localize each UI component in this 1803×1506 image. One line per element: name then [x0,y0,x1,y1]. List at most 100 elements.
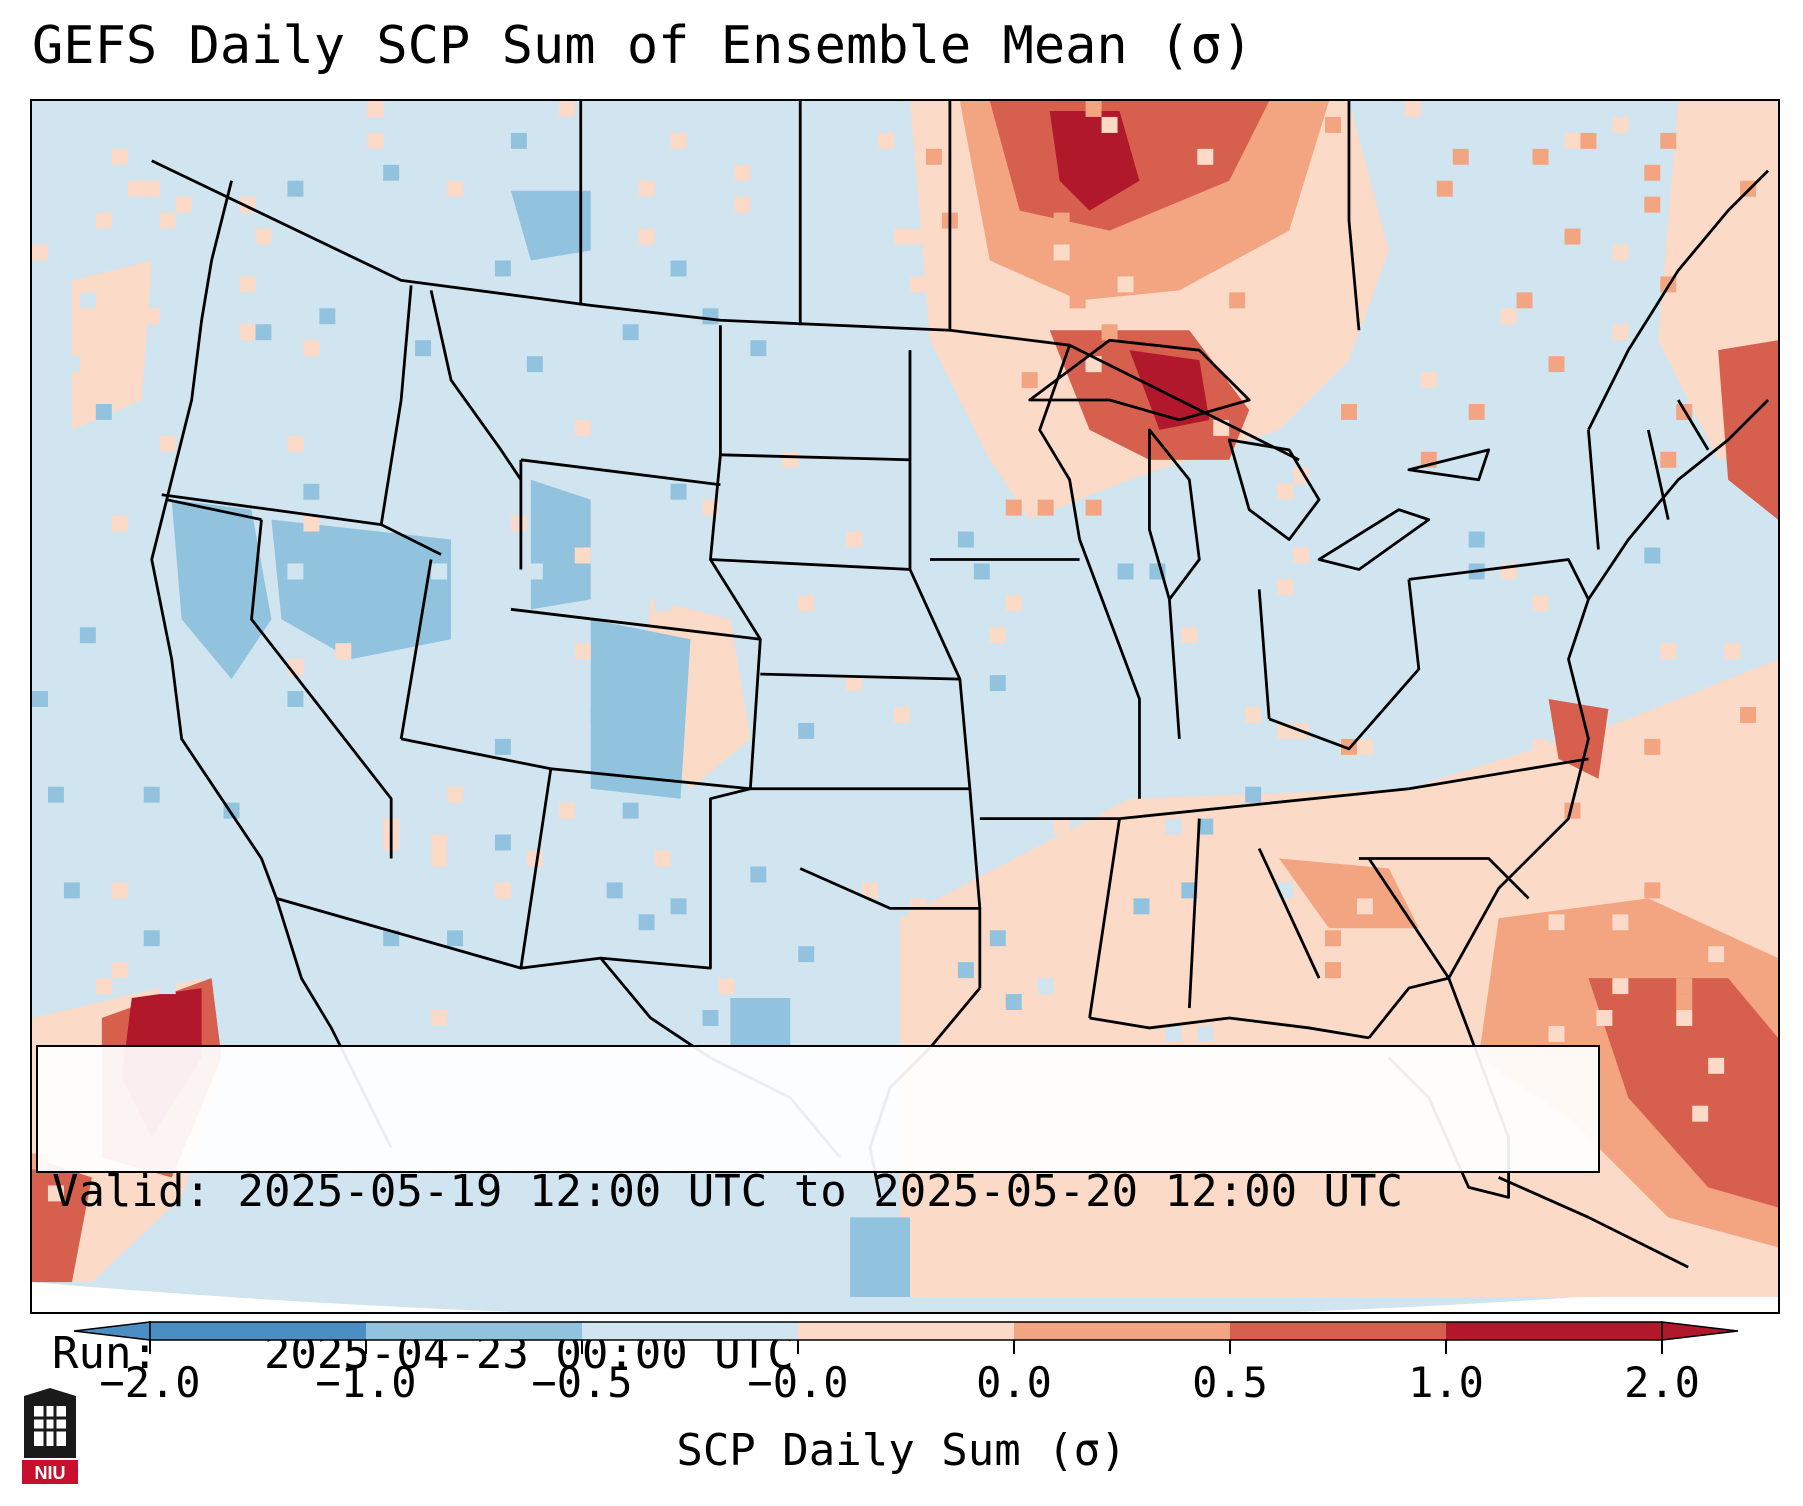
colorbar-segment [798,1322,1015,1340]
scp-grid-cell [1197,1025,1214,1042]
scp-grid-cell [1293,547,1310,564]
us-west-coast [150,180,278,899]
scp-grid-cell [654,595,671,612]
scp-grid-cell [1740,706,1757,723]
scp-grid-cell [558,946,575,963]
scp-grid-cell [335,643,352,660]
scp-grid-cell [1117,563,1134,580]
colorbar-segment [150,1322,367,1340]
scp-grid-cell [1245,706,1262,723]
scp-grid-cell [670,132,687,149]
colorbar-tick-label: 2.0 [1624,1358,1700,1407]
scp-grid-cell [862,882,879,899]
scp-grid-cell [1229,292,1246,309]
scp-grid-cell [1293,467,1310,484]
scp-grid-cell [1564,228,1581,245]
scp-grid-cell [574,547,591,564]
canada-provinces [579,101,1361,331]
scp-grid-cell [941,978,958,995]
valid-line: Valid: 2025-05-19 12:00 UTC to 2025-05-2… [52,1165,1584,1219]
scp-grid-cell [670,260,687,277]
scp-field-cells [32,101,1757,1202]
scp-grid-cell [1420,372,1437,389]
colorbar-segment [1230,1322,1447,1340]
scp-grid-cell [127,180,144,197]
scp-grid-cell [989,627,1006,644]
scp-grid-cell [1676,994,1693,1010]
scp-grid-cell [1165,818,1182,835]
scp-grid-cell [1708,946,1725,963]
scp-grid-cell [255,659,272,676]
scp-grid-cell [95,978,112,995]
scp-grid-cell [909,276,926,293]
scp-grid-cell [1612,978,1629,995]
va-nc-border [1408,757,1589,791]
scp-grid-cell [191,132,208,149]
colorbar-segment [1446,1322,1663,1340]
scp-grid-cell [95,212,112,229]
scp-grid-cell [111,882,128,899]
scp-grid-cell [1676,1009,1693,1026]
scp-grid-cell [1133,898,1150,915]
scp-grid-cell [303,579,320,596]
scp-grid-cell [1005,994,1022,1010]
appalachian-border [1268,579,1421,751]
scp-grid-cell [638,228,655,245]
scp-grid-cell [1005,499,1022,516]
scp-grid-cell [1740,180,1757,197]
scp-grid-cell [670,898,687,915]
scp-grid-cell [798,515,815,532]
scp-grid-cell [957,962,974,979]
scp-grid-cell [1085,101,1102,117]
scp-grid-cell [1181,882,1198,899]
niu-logo-text: NIU [35,1463,66,1483]
scp-grid-cell [32,244,48,261]
scp-grid-cell [1420,962,1437,979]
scp-grid-cell [957,1025,974,1042]
scp-grid-cell [590,706,607,723]
scp-grid-cell [1101,116,1118,133]
scp-grid-cell [1197,659,1214,676]
scp-grid-cell [1005,340,1022,357]
scp-anomaly-region [510,190,591,261]
scp-grid-cell [1548,1025,1565,1042]
scp-grid-cell [1644,850,1661,867]
colorbar-label: SCP Daily Sum (σ) [676,1425,1127,1476]
scp-grid-cell [1516,292,1533,309]
scp-grid-cell [287,691,304,707]
scp-grid-cell [1516,850,1533,867]
nc-sc-border [1358,857,1530,900]
scp-grid-cell [798,946,815,963]
scp-grid-cell [1740,818,1757,835]
scp-grid-cell [447,914,464,931]
scp-grid-cell [750,866,767,883]
scp-grid-cell [1404,101,1421,117]
colorbar-segment [366,1322,583,1340]
scp-grid-cell [47,1185,64,1202]
scp-grid-cell [159,212,176,229]
scp-grid-cell [1277,483,1294,500]
scp-grid-cell [1356,738,1373,755]
scp-grid-cell [143,308,160,325]
scp-grid-cell [47,132,64,149]
scp-grid-cell [989,675,1006,692]
scp-grid-cell [1277,579,1294,596]
scp-grid-cell [95,403,112,420]
scp-grid-cell [159,435,176,452]
scp-grid-cell [510,132,527,149]
scp-grid-cell [846,675,863,692]
colorbar-tick-label: −1.0 [315,1358,417,1407]
scp-grid-cell [143,180,160,197]
scp-grid-cell [878,372,895,389]
colorbar-segment [1014,1322,1231,1340]
nv-ut-border [399,559,433,740]
scp-grid-cell [989,930,1006,947]
scp-grid-cell [1612,866,1629,883]
scp-grid-cell [1644,547,1661,564]
scp-grid-cell [558,101,575,117]
scp-grid-cell [1037,978,1054,995]
scp-grid-cell [1085,499,1102,516]
scp-grid-cell [1245,786,1262,803]
pa-ny-border [1408,558,1590,600]
scp-grid-cell [111,148,128,165]
